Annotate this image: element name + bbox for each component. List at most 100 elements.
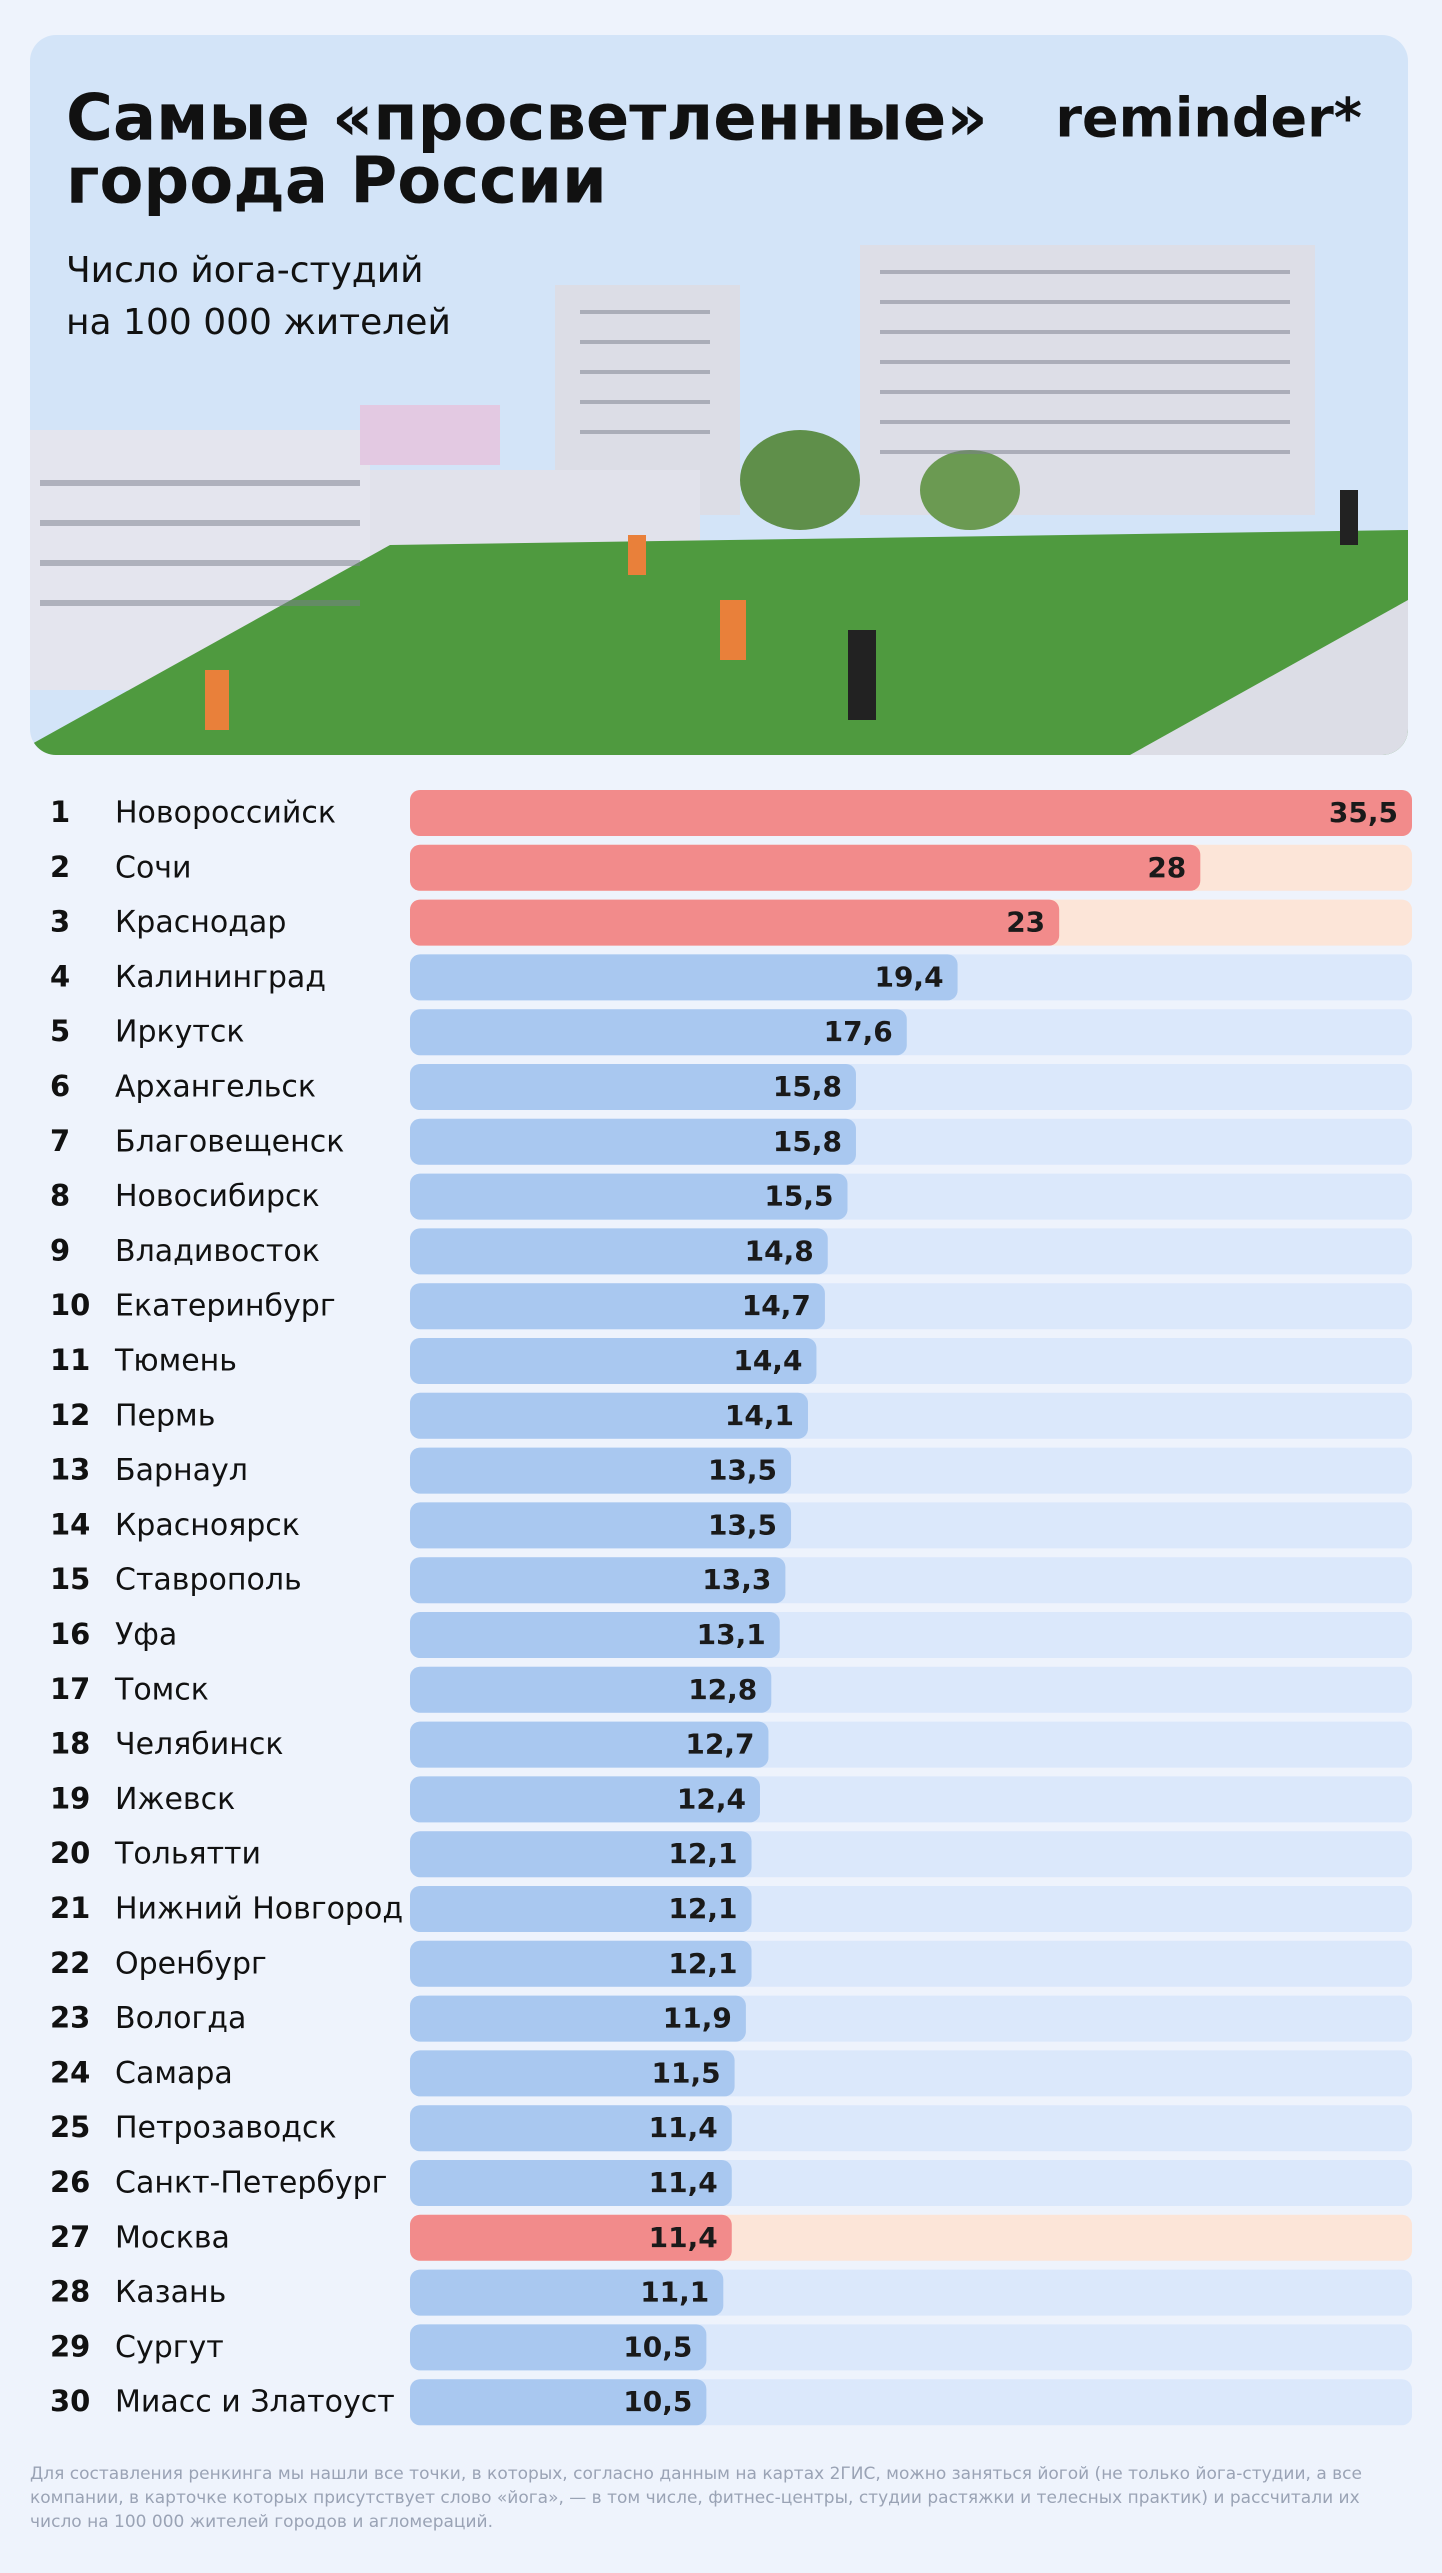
rank: 17 — [50, 1672, 90, 1706]
subtitle-line: на 100 000 жителей — [66, 302, 451, 343]
value-label: 14,7 — [742, 1289, 811, 1322]
rank: 6 — [50, 1069, 70, 1103]
rank: 15 — [50, 1562, 90, 1596]
value-label: 11,4 — [649, 2166, 718, 2199]
value-label: 11,4 — [649, 2221, 718, 2254]
value-label: 11,5 — [651, 2056, 720, 2089]
value-label: 19,4 — [874, 960, 943, 993]
value-label: 12,1 — [668, 1947, 737, 1980]
value-label: 14,8 — [745, 1234, 814, 1267]
rank: 26 — [50, 2165, 90, 2199]
brand-logo: reminder* — [1055, 87, 1362, 150]
bar — [410, 790, 1412, 836]
bar — [410, 1886, 752, 1932]
rank: 20 — [50, 1836, 90, 1870]
value-label: 10,5 — [623, 2385, 692, 2418]
category-label: Сочи — [115, 850, 192, 885]
rank: 5 — [50, 1014, 70, 1048]
rank: 2 — [50, 850, 70, 884]
value-label: 13,5 — [708, 1508, 777, 1541]
rank: 23 — [50, 2001, 90, 2035]
category-label: Петрозаводск — [115, 2111, 337, 2146]
rank: 28 — [50, 2275, 90, 2309]
category-label: Томск — [114, 1672, 209, 1707]
value-label: 23 — [1006, 906, 1045, 939]
category-label: Уфа — [115, 1618, 177, 1653]
bar — [410, 1118, 856, 1165]
rank: 13 — [50, 1453, 90, 1487]
rank: 12 — [50, 1398, 90, 1432]
bar — [410, 1338, 817, 1384]
rank: 27 — [50, 2220, 90, 2254]
value-label: 11,4 — [649, 2111, 718, 2144]
bar — [410, 1228, 828, 1275]
bar — [410, 2324, 707, 2371]
category-label: Краснодар — [115, 905, 286, 940]
header-image — [30, 35, 1408, 755]
category-label: Самара — [115, 2056, 233, 2091]
bar — [410, 1721, 769, 1768]
rank: 22 — [50, 1946, 90, 1980]
category-label: Новосибирск — [115, 1179, 320, 1214]
bar — [410, 954, 958, 1001]
bar — [410, 1283, 825, 1330]
value-label: 11,1 — [640, 2276, 709, 2309]
category-label: Миасс и Златоуст — [115, 2385, 395, 2420]
category-label: Барнаул — [115, 1453, 248, 1488]
category-label: Тюмень — [114, 1344, 237, 1379]
value-label: 13,1 — [697, 1618, 766, 1651]
bar — [410, 1392, 808, 1439]
value-label: 14,1 — [725, 1399, 794, 1432]
bar — [410, 1940, 752, 1987]
value-label: 15,5 — [764, 1180, 833, 1213]
rank: 10 — [50, 1288, 90, 1322]
rank: 9 — [50, 1233, 70, 1267]
bar — [410, 1831, 752, 1878]
value-label: 12,1 — [668, 1837, 737, 1870]
bar — [410, 1995, 746, 2042]
category-label: Красноярск — [115, 1508, 300, 1543]
value-label: 17,6 — [824, 1015, 893, 1048]
bar — [410, 1612, 780, 1658]
bar — [410, 1064, 856, 1110]
category-label: Иркутск — [115, 1015, 244, 1050]
bar — [410, 2050, 735, 2097]
bar — [410, 899, 1060, 946]
rank: 25 — [50, 2110, 90, 2144]
footnote: Для составления ренкинга мы нашли все то… — [30, 2464, 1362, 2532]
category-label: Вологда — [115, 2001, 246, 2036]
rank: 30 — [50, 2384, 90, 2418]
category-label: Благовещенск — [115, 1124, 344, 1159]
rank: 3 — [50, 905, 70, 939]
bar — [410, 1502, 792, 1549]
rank: 11 — [50, 1343, 90, 1377]
rank: 8 — [50, 1179, 70, 1213]
category-label: Казань — [115, 2275, 226, 2310]
subtitle-line: Число йога-студий — [66, 250, 424, 291]
category-label: Ставрополь — [115, 1563, 302, 1598]
bar — [410, 1173, 848, 1220]
category-label: Новороссийск — [115, 796, 336, 831]
rank: 29 — [50, 2329, 90, 2363]
rank: 21 — [50, 1891, 90, 1925]
value-label: 12,1 — [668, 1892, 737, 1925]
category-label: Екатеринбург — [115, 1289, 336, 1324]
bar — [410, 1009, 907, 1056]
value-label: 14,4 — [733, 1344, 802, 1377]
bar — [410, 1447, 792, 1494]
bar — [410, 2105, 732, 2152]
bar — [410, 1557, 786, 1604]
value-label: 12,7 — [685, 1728, 754, 1761]
value-label: 13,3 — [702, 1563, 771, 1596]
value-label: 28 — [1147, 851, 1186, 884]
rank: 19 — [50, 1781, 90, 1815]
rank: 18 — [50, 1727, 90, 1761]
value-label: 35,5 — [1329, 796, 1398, 829]
value-label: 10,5 — [623, 2330, 692, 2363]
value-label: 11,9 — [663, 2002, 732, 2035]
bar — [410, 2269, 724, 2316]
category-label: Нижний Новгород — [115, 1892, 403, 1927]
value-label: 13,5 — [708, 1454, 777, 1487]
rank: 24 — [50, 2055, 90, 2089]
category-label: Владивосток — [115, 1234, 320, 1269]
